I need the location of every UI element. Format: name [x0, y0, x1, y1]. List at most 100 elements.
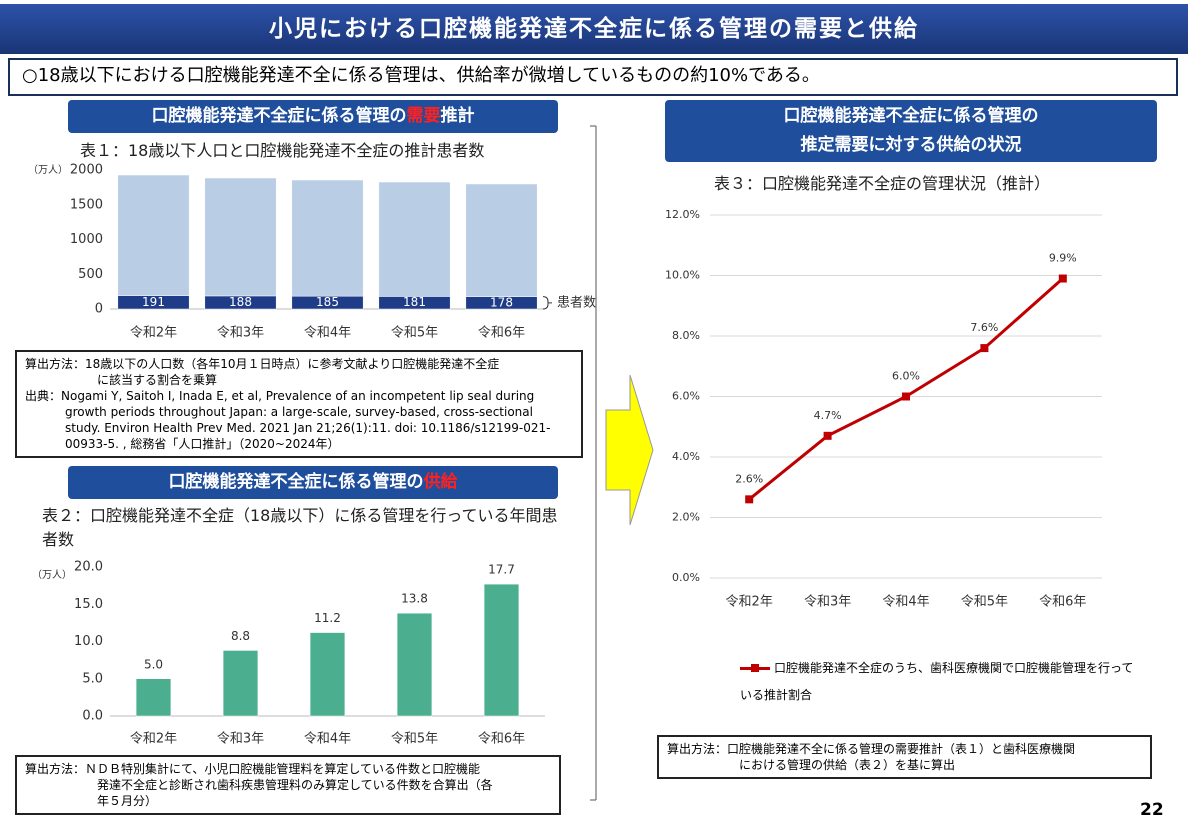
line [748, 277, 1064, 501]
x-tick-label: 令和2年 [726, 595, 773, 610]
note-line: における管理の供給（表２）を基に算出 [739, 758, 956, 772]
data-label: 9.9% [1049, 252, 1077, 265]
section-text: 供給 [423, 472, 458, 492]
data-label: 2.6% [735, 472, 763, 485]
note-line: growth periods throughout Japan: a large… [65, 405, 533, 419]
x-tick-label: 令和5年 [391, 326, 438, 341]
note-box: 算出方法：口腔機能発達不全に係る管理の需要推計（表１）と歯科医療機関 における管… [657, 735, 1152, 779]
data-label: 6.0% [892, 370, 920, 383]
bar [483, 583, 520, 717]
page-number: 22 [1140, 800, 1164, 820]
x-tick-label: 令和6年 [478, 326, 525, 341]
section-text: 需要 [406, 106, 441, 126]
legend-key [740, 664, 770, 672]
note-line: 発達不全症と診断され歯科疾患管理料のみ算定している件数を合算出（各 [97, 778, 493, 792]
page-title: 小児における口腔機能発達不全症に係る管理の需要と供給 [0, 4, 1188, 54]
note-line: 算出方法：18歳以下の人口数（各年10月１日時点）に参考文献より口腔機能発達不全… [25, 357, 500, 371]
legend-label: 口腔機能発達不全症のうち、歯科医療機関で口腔機能管理を行っている推計割合 [740, 661, 1134, 702]
x-tick-label: 令和4年 [882, 595, 929, 610]
note-line: study. Environ Health Prev Med. 2021 Jan… [65, 421, 551, 435]
y-tick-label: 6.0% [672, 390, 700, 403]
y-tick-label: 2.0% [672, 511, 700, 524]
x-tick-label: 令和5年 [391, 732, 438, 747]
note-box: 算出方法：ＮＤＢ特別集計にて、小児口腔機能管理料を算定している件数と口腔機能 発… [15, 755, 561, 815]
y-axis-label: （万人） [32, 569, 72, 581]
section-text: 口腔機能発達不全症に係る管理の [168, 472, 424, 492]
y-tick-label: 1000 [70, 232, 103, 247]
legend: 口腔機能発達不全症のうち、歯科医療機関で口腔機能管理を行っている推計割合 [740, 655, 1140, 709]
y-tick-label: 8.0% [672, 329, 700, 342]
data-label: 13.8 [401, 592, 428, 606]
x-tick-label: 令和4年 [304, 326, 351, 341]
legend-marker [751, 664, 759, 672]
data-label: 4.7% [814, 409, 842, 422]
x-tick-label: 令和2年 [130, 732, 177, 747]
x-tick-label: 令和5年 [961, 595, 1008, 610]
marker [745, 495, 754, 504]
arrow [605, 374, 654, 526]
y-tick-label: 2000 [70, 163, 103, 178]
section-header: 口腔機能発達不全症に係る管理の 推定需要に対する供給の状況 [665, 100, 1157, 162]
data-label: 17.7 [488, 563, 515, 577]
x-tick-label: 令和3年 [804, 595, 851, 610]
x-tick-label: 令和6年 [1039, 595, 1086, 610]
data-label: 191 [142, 295, 165, 309]
y-tick-label: 0.0 [82, 709, 103, 724]
data-label: 181 [403, 295, 426, 309]
section-header: 口腔機能発達不全症に係る管理の需要推計 [68, 100, 558, 133]
note-line: 年５月分） [97, 794, 158, 808]
note-line: に該当する割合を乗算 [97, 373, 218, 387]
marker [1058, 274, 1067, 283]
bar [204, 177, 277, 297]
section-header: 口腔機能発達不全症に係る管理の供給 [68, 466, 558, 499]
data-label: 5.0 [144, 657, 163, 671]
note-box: 算出方法：18歳以下の人口数（各年10月１日時点）に参考文献より口腔機能発達不全… [15, 350, 583, 458]
marker [902, 392, 910, 401]
data-label: 11.2 [314, 611, 341, 625]
bar [309, 632, 346, 717]
data-label: 178 [490, 295, 513, 309]
chart-title: 表３：口腔機能発達不全症の管理状況（推計） [714, 174, 1051, 193]
y-tick-label: 4.0% [672, 450, 700, 463]
section-text: 口腔機能発達不全症に係る管理の [151, 106, 407, 126]
y-axis-label: （万人） [28, 164, 68, 176]
series-brace [542, 296, 552, 310]
section-text: 推定需要に対する供給の状況 [800, 135, 1022, 155]
x-tick-label: 令和6年 [478, 732, 525, 747]
marker [823, 431, 832, 440]
bar [465, 183, 538, 297]
y-tick-label: 5.0 [82, 671, 103, 686]
note-line: 算出方法：口腔機能発達不全に係る管理の需要推計（表１）と歯科医療機関 [667, 742, 1076, 756]
y-tick-label: 10.0 [74, 634, 103, 649]
section-text: 推計 [440, 106, 475, 126]
note-line: 出典：Nogami Y, Saitoh I, Inada E, et al, P… [25, 389, 535, 403]
y-tick-label: 10.0% [665, 269, 700, 282]
data-label: 185 [316, 295, 339, 309]
bar [117, 174, 190, 296]
note-line: 00933-5. , 総務省「人口推計」（2020~2024年） [65, 437, 340, 451]
chart-title: 表１：18歳以下人口と口腔機能発達不全症の推計患者数 [80, 141, 485, 160]
y-tick-label: 1500 [70, 197, 103, 212]
bar [135, 678, 172, 717]
bar [378, 181, 451, 297]
y-tick-label: 0 [95, 302, 103, 317]
section-text: 口腔機能発達不全症に係る管理の [783, 106, 1039, 126]
x-tick-label: 令和3年 [217, 732, 264, 747]
y-tick-label: 15.0 [74, 597, 103, 612]
y-tick-label: 0.0% [672, 571, 700, 584]
data-label: 7.6% [970, 321, 998, 334]
x-tick-label: 令和4年 [304, 732, 351, 747]
x-tick-label: 令和3年 [217, 326, 264, 341]
y-tick-label: 500 [78, 267, 103, 282]
note-line: 算出方法：ＮＤＢ特別集計にて、小児口腔機能管理料を算定している件数と口腔機能 [25, 762, 481, 776]
chart-title: 表２：口腔機能発達不全症（18歳以下）に係る管理を行っている年間患者数 [42, 506, 558, 549]
series-label: 患者数 [557, 295, 596, 310]
bar [291, 179, 364, 297]
summary: ○18歳以下における口腔機能発達不全に係る管理は、供給率が微増しているものの約1… [8, 58, 1178, 96]
y-tick-label: 12.0% [665, 208, 700, 221]
marker [980, 344, 989, 353]
bar [396, 612, 433, 717]
data-label: 8.8 [231, 629, 250, 643]
